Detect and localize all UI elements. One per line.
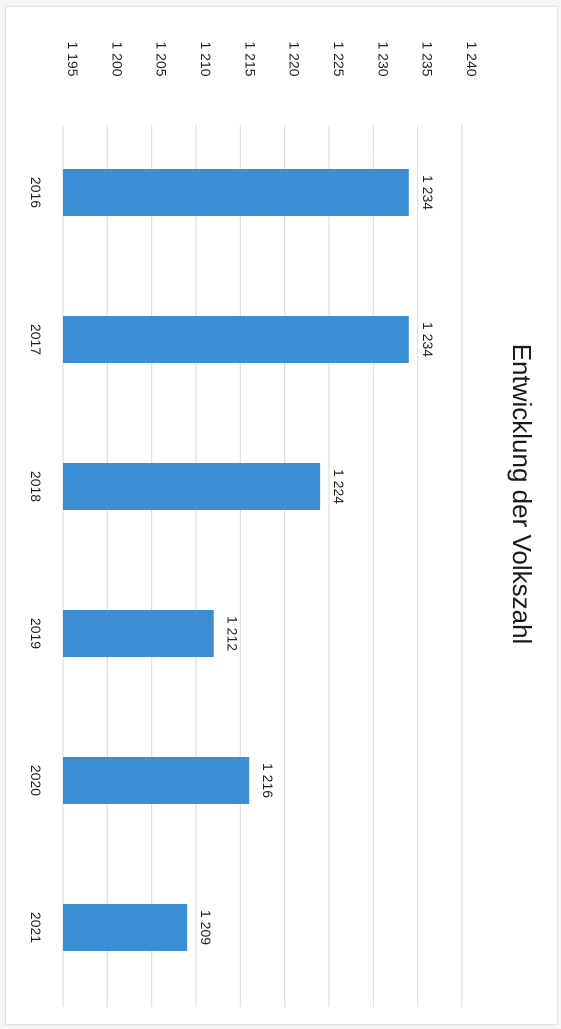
data-label: 1 212 — [225, 616, 241, 651]
x-tick-label: 2020 — [28, 765, 44, 796]
bar — [63, 316, 409, 363]
chart-card: 1 234 1 234 1 224 1 212 1 216 1 209 1 195 1 20… — [5, 6, 558, 1025]
bar — [63, 904, 188, 951]
y-tick-label: 1 225 — [331, 41, 347, 76]
y-tick-label: 1 235 — [420, 41, 436, 76]
x-tick-label: 2021 — [28, 912, 44, 943]
y-tick-label: 1 205 — [154, 41, 170, 76]
data-label: 1 209 — [198, 910, 214, 945]
bar — [63, 610, 214, 657]
grid-layer — [62, 125, 463, 1007]
y-tick-label: 1 210 — [198, 41, 214, 76]
bar-layer — [63, 169, 409, 951]
tick-layer: 1 195 1 200 1 205 1 210 1 215 1 220 1 225 1 230… — [28, 41, 480, 943]
data-label: 1 234 — [420, 322, 436, 357]
chart: 1 234 1 234 1 224 1 212 1 216 1 209 1 195 1 20… — [28, 41, 537, 1007]
y-tick-label: 1 240 — [464, 41, 480, 76]
data-label: 1 216 — [260, 763, 276, 798]
bar — [63, 463, 321, 510]
y-tick-label: 1 200 — [109, 41, 125, 76]
y-tick-label: 1 230 — [375, 41, 391, 76]
label-layer: 1 234 1 234 1 224 1 212 1 216 1 209 — [198, 175, 436, 945]
data-label: 1 224 — [331, 469, 347, 504]
x-tick-label: 2018 — [28, 471, 44, 502]
x-tick-label: 2016 — [28, 177, 44, 208]
x-tick-label: 2017 — [28, 324, 44, 355]
x-tick-label: 2019 — [28, 618, 44, 649]
bar — [63, 757, 250, 804]
y-tick-label: 1 220 — [287, 41, 303, 76]
y-tick-label: 1 195 — [65, 41, 81, 76]
chart-title: Entwicklung der Volkszahl — [507, 344, 537, 645]
bar — [63, 169, 409, 216]
y-tick-label: 1 215 — [242, 41, 258, 76]
data-label: 1 234 — [420, 175, 436, 210]
